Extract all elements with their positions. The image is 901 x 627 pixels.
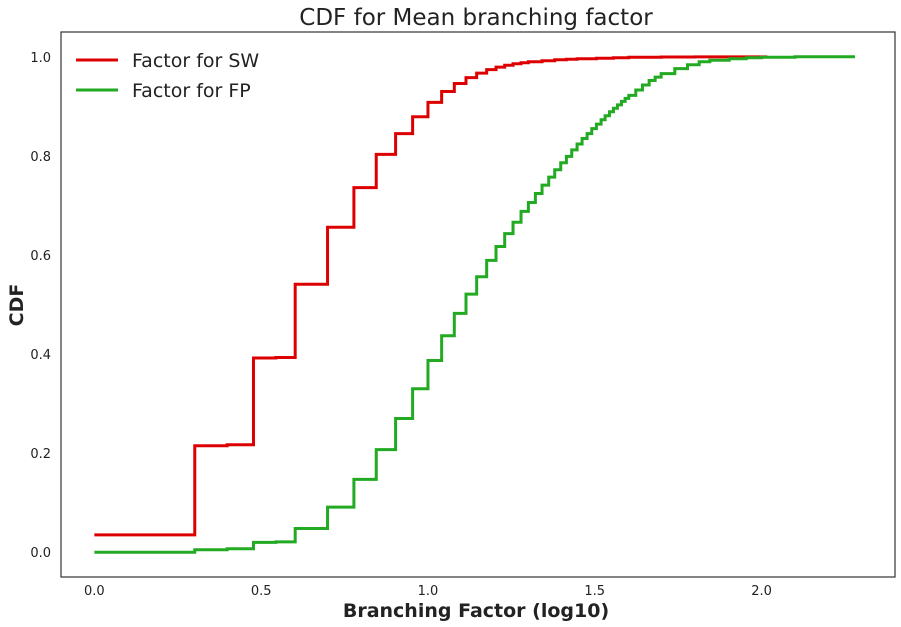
- y-tick-label: 0.4: [30, 348, 51, 363]
- y-tick-label: 0.2: [30, 447, 51, 462]
- x-tick-label: 2.0: [751, 584, 772, 599]
- x-tick-labels: 0.0 0.5 1.0 1.5 2.0: [84, 584, 772, 599]
- x-tick-label: 1.0: [418, 584, 439, 599]
- plot-area: [60, 31, 896, 578]
- y-tick-label: 1.0: [30, 51, 51, 66]
- y-axis-label: CDF: [6, 284, 28, 327]
- series-line-sw: [94, 55, 769, 537]
- x-axis-label: Branching Factor (log10): [343, 600, 609, 622]
- legend-label: Factor for FP: [132, 80, 251, 102]
- y-tick-label: 0.0: [30, 546, 51, 561]
- series-line-fp: [94, 55, 855, 554]
- chart-title: CDF for Mean branching factor: [299, 5, 653, 31]
- x-tick-label: 0.0: [84, 584, 105, 599]
- x-tick-label: 0.5: [251, 584, 272, 599]
- y-tick-label: 0.8: [30, 150, 51, 165]
- y-tick-labels: 0.0 0.2 0.4 0.6 0.8 1.0: [30, 51, 51, 561]
- x-tick-label: 1.5: [584, 584, 605, 599]
- legend: Factor for SW Factor for FP: [76, 50, 259, 102]
- series-layer: [94, 55, 855, 554]
- y-tick-label: 0.6: [30, 249, 51, 264]
- legend-label: Factor for SW: [132, 50, 259, 72]
